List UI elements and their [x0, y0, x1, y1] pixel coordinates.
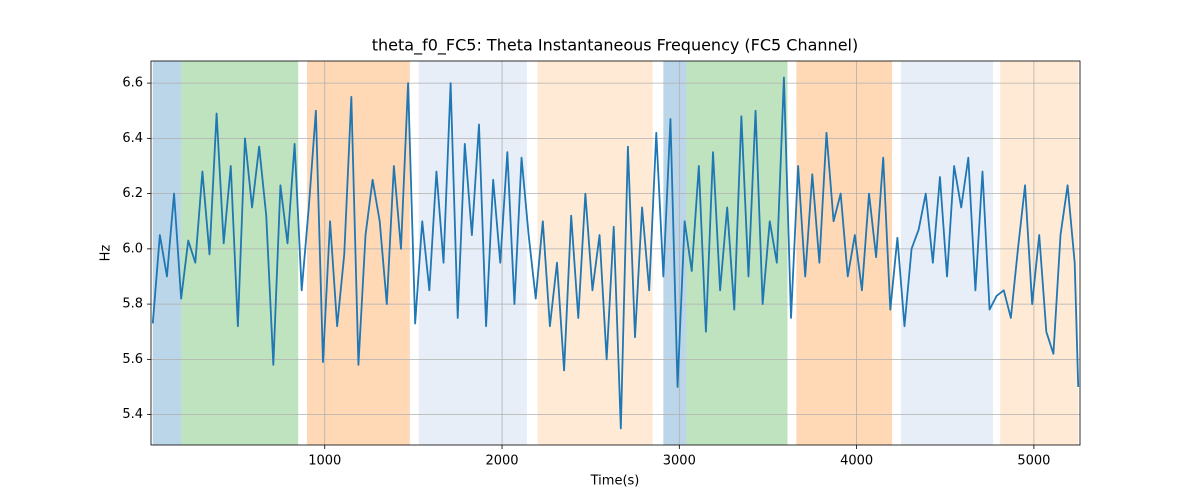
x-axis-label: Time(s) [590, 474, 640, 489]
x-tick-label: 1000 [308, 454, 341, 469]
data-line [151, 76, 1080, 430]
y-tick-label: 5.8 [122, 297, 143, 312]
y-tick-label: 5.4 [122, 407, 143, 422]
highlight-span [1000, 61, 1079, 445]
plot-frame [150, 60, 1081, 446]
highlight-span [900, 61, 994, 445]
y-tick-label: 6.0 [122, 241, 143, 256]
y-tick-label: 6.2 [122, 186, 143, 201]
highlight-span [152, 61, 182, 445]
y-axis-label: Hz [99, 245, 114, 262]
x-tick-label: 5000 [1017, 454, 1050, 469]
chart-title: theta_f0_FC5: Theta Instantaneous Freque… [372, 36, 858, 56]
x-tick-label: 3000 [663, 454, 696, 469]
highlight-span [796, 61, 893, 445]
y-tick-label: 6.4 [122, 131, 143, 146]
highlight-span [537, 61, 653, 445]
highlight-span [181, 61, 299, 445]
highlight-span [307, 61, 410, 445]
y-tick-label: 5.6 [122, 352, 143, 367]
highlight-span [418, 61, 527, 445]
y-tick-label: 6.6 [122, 76, 143, 91]
x-tick-label: 2000 [485, 454, 518, 469]
x-tick-label: 4000 [840, 454, 873, 469]
